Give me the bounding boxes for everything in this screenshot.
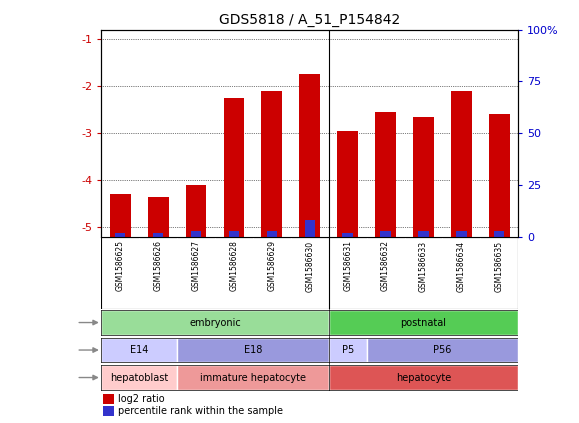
Text: P5: P5 xyxy=(342,345,354,355)
Bar xyxy=(104,407,114,416)
Text: GSM1586633: GSM1586633 xyxy=(419,240,428,291)
Bar xyxy=(110,195,131,237)
Text: GSM1586632: GSM1586632 xyxy=(381,240,390,291)
Text: E18: E18 xyxy=(244,345,262,355)
Bar xyxy=(177,365,329,390)
Text: log2 ratio: log2 ratio xyxy=(118,394,164,404)
Bar xyxy=(101,310,329,335)
Text: GSM1586627: GSM1586627 xyxy=(192,240,200,291)
Text: GSM1586635: GSM1586635 xyxy=(495,240,504,291)
Bar xyxy=(380,231,391,237)
Text: E14: E14 xyxy=(130,345,148,355)
Text: GSM1586629: GSM1586629 xyxy=(267,240,276,291)
Text: hepatocyte: hepatocyte xyxy=(396,373,451,382)
Bar xyxy=(115,233,126,237)
Text: P56: P56 xyxy=(433,345,452,355)
Bar xyxy=(153,233,163,237)
Text: GSM1586634: GSM1586634 xyxy=(457,240,466,291)
Bar xyxy=(101,365,177,390)
Bar xyxy=(329,310,518,335)
Bar xyxy=(342,233,353,237)
Title: GDS5818 / A_51_P154842: GDS5818 / A_51_P154842 xyxy=(219,13,401,27)
Text: GSM1586626: GSM1586626 xyxy=(153,240,163,291)
Bar xyxy=(223,98,244,237)
Bar xyxy=(191,231,201,237)
Bar xyxy=(456,231,467,237)
Text: GSM1586631: GSM1586631 xyxy=(343,240,352,291)
Bar xyxy=(299,74,320,237)
Bar xyxy=(101,338,177,363)
Bar xyxy=(418,231,428,237)
Text: postnatal: postnatal xyxy=(401,318,446,327)
Bar xyxy=(104,394,114,404)
Text: GSM1586628: GSM1586628 xyxy=(229,240,239,291)
Bar xyxy=(329,365,518,390)
Bar xyxy=(367,338,518,363)
Text: GSM1586625: GSM1586625 xyxy=(116,240,124,291)
Bar xyxy=(489,114,510,237)
Bar xyxy=(337,131,358,237)
Bar xyxy=(148,197,168,237)
Bar xyxy=(305,220,315,237)
Text: hepatoblast: hepatoblast xyxy=(110,373,168,382)
Text: GSM1586630: GSM1586630 xyxy=(305,240,314,291)
Bar xyxy=(262,91,283,237)
Bar xyxy=(177,338,329,363)
Text: embryonic: embryonic xyxy=(189,318,241,327)
Bar xyxy=(494,231,504,237)
Bar xyxy=(229,231,239,237)
Bar xyxy=(186,185,207,237)
Bar xyxy=(329,338,367,363)
Bar xyxy=(413,117,434,237)
Bar xyxy=(375,112,396,237)
Bar xyxy=(451,91,472,237)
Text: immature hepatocyte: immature hepatocyte xyxy=(200,373,306,382)
Text: percentile rank within the sample: percentile rank within the sample xyxy=(118,407,283,416)
Bar xyxy=(267,231,277,237)
